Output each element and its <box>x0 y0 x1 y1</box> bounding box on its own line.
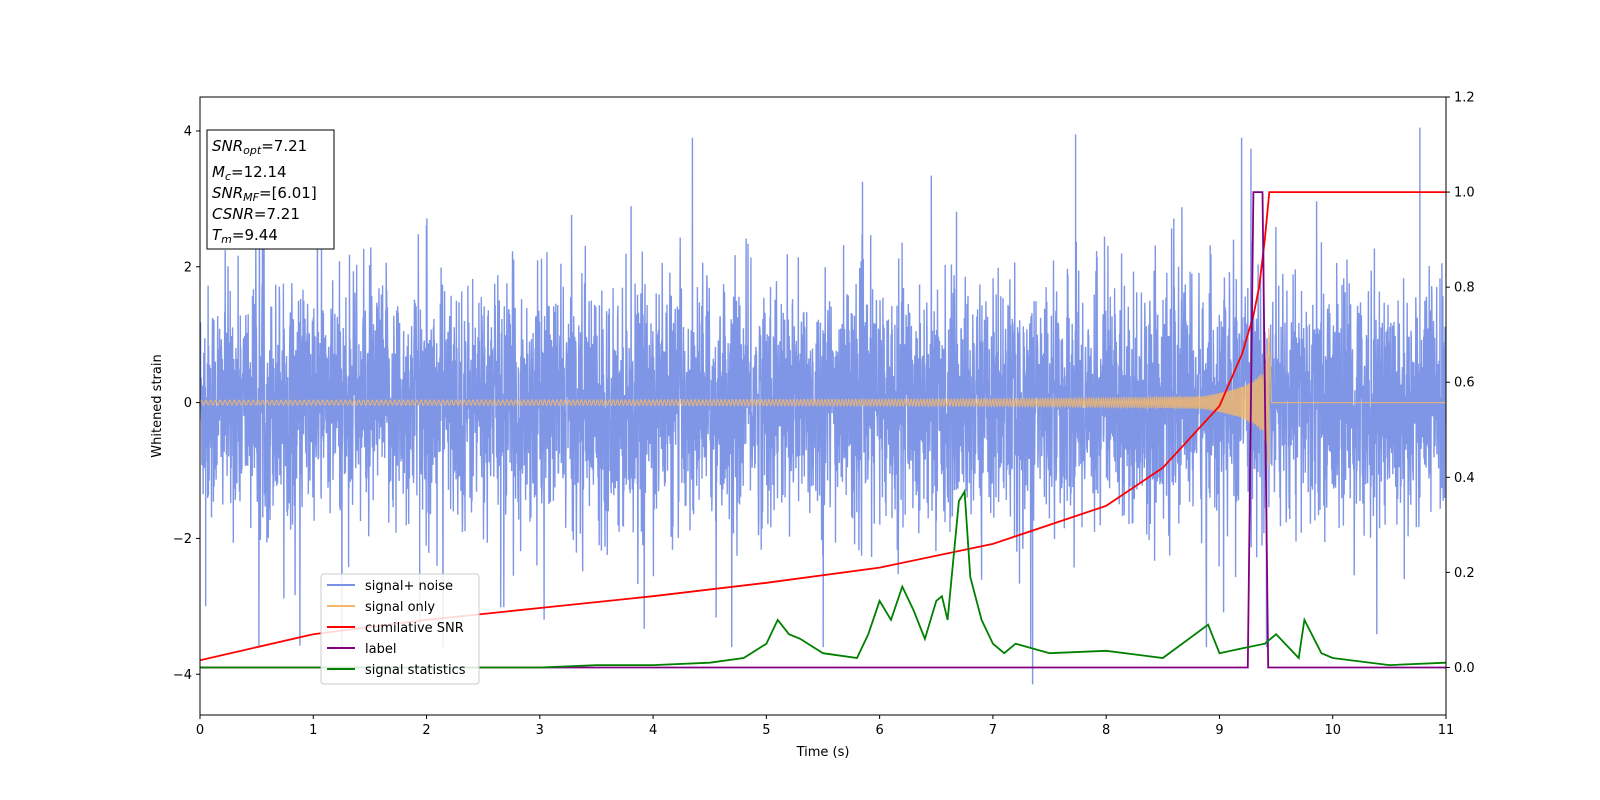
y-tick-label: −4 <box>173 668 192 683</box>
ticks-layer: 0 1 2 3 4 5 6 7 8 9 10 11 −4 −2 0 2 4 0.0 0.2 0.4 0.6 0.8 1.0 1… <box>173 91 1475 739</box>
y-tick-label: 0 <box>184 396 192 411</box>
y2-tick-label: 0.2 <box>1454 566 1475 581</box>
plot-frame <box>199 96 1447 716</box>
x-tick-label: 6 <box>875 723 883 738</box>
legend-label-signal-only: signal only <box>365 600 435 615</box>
x-axis-label: Time (s) <box>796 745 850 760</box>
x-tick-label: 11 <box>1438 723 1455 738</box>
info-snr-mf: SNRMF=[6.01] <box>212 184 317 204</box>
legend-label-label: label <box>365 642 396 657</box>
info-tm: Tm=9.44 <box>212 226 278 246</box>
y-tick-label: −2 <box>173 532 192 547</box>
y2-tick-label: 0.4 <box>1454 471 1475 486</box>
x-tick-label: 1 <box>309 723 317 738</box>
x-tick-label: 7 <box>989 723 997 738</box>
legend-label-signal-noise: signal+ noise <box>365 579 453 594</box>
x-tick-label: 5 <box>762 723 770 738</box>
info-snr-opt: SNRopt=7.21 <box>212 137 307 157</box>
y-tick-label: 4 <box>184 124 192 139</box>
y2-tick-label: 0.6 <box>1454 376 1475 391</box>
series-label-line <box>200 191 1446 669</box>
series-cumulative-snr-line <box>200 191 1446 662</box>
info-mc: Mc=12.14 <box>212 163 287 183</box>
x-tick-label: 4 <box>649 723 657 738</box>
series-signal-statistics-line <box>200 488 1446 669</box>
y2-tick-label: 0.0 <box>1454 661 1475 676</box>
plot-layer <box>200 127 1446 685</box>
y-axis-label: Whitened strain <box>150 354 165 457</box>
x-tick-label: 3 <box>536 723 544 738</box>
legend-label-signal-statistics: signal statistics <box>365 663 466 678</box>
info-box-frame <box>206 129 335 250</box>
y-tick-label: 2 <box>184 260 192 275</box>
x-tick-label: 2 <box>422 723 430 738</box>
legend-label-cumulative-snr: cumilative SNR <box>365 621 464 636</box>
legend-frame <box>320 573 480 685</box>
legend: signal+ noise signal only cumilative SNR… <box>320 573 480 685</box>
x-tick-label: 8 <box>1102 723 1110 738</box>
info-box: SNRopt=7.21 Mc=12.14 SNRMF=[6.01] CSNR=7… <box>206 129 335 250</box>
series-signal-noise-line <box>200 127 1446 685</box>
x-tick-label: 9 <box>1215 723 1223 738</box>
y2-tick-label: 0.8 <box>1454 281 1475 296</box>
series-signal-only-line <box>200 328 1446 469</box>
x-tick-label: 0 <box>196 723 204 738</box>
y2-tick-label: 1.0 <box>1454 186 1475 201</box>
x-tick-label: 10 <box>1324 723 1341 738</box>
info-csnr: CSNR=7.21 <box>212 205 300 223</box>
y2-tick-label: 1.2 <box>1454 91 1475 106</box>
